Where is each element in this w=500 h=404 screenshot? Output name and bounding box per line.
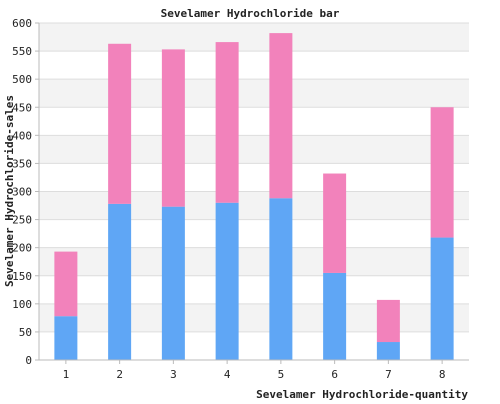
grid-band: [39, 163, 469, 192]
bar-segment-2: [215, 42, 239, 203]
x-tick-label: 4: [224, 368, 231, 381]
bar-segment-2: [376, 299, 400, 343]
y-tick-label: 150: [12, 270, 32, 283]
bar-segment-1: [269, 198, 293, 360]
bar-segment-2: [430, 107, 454, 238]
x-tick-label: 3: [170, 368, 177, 381]
bar-segment-1: [54, 316, 78, 360]
grid-band: [39, 219, 469, 248]
x-tick-label: 2: [116, 368, 123, 381]
y-tick-label: 550: [12, 45, 32, 58]
bar-segment-1: [215, 202, 239, 360]
bar-segment-1: [161, 206, 185, 360]
bar-segment-2: [269, 33, 293, 199]
grid-band: [39, 303, 469, 332]
y-tick-label: 600: [12, 17, 32, 30]
y-tick-label: 300: [12, 186, 32, 199]
x-tick-label: 5: [278, 368, 285, 381]
bar-segment-1: [323, 272, 347, 360]
y-tick-label: 50: [19, 326, 32, 339]
bar-segment-2: [323, 173, 347, 273]
x-axis-label: Sevelamer Hydrochloride-quantity: [256, 388, 468, 400]
y-tick-label: 450: [12, 101, 32, 114]
bar-segment-1: [108, 203, 132, 360]
grid-band: [39, 247, 469, 276]
grid-band: [39, 275, 469, 304]
x-tick-label: 7: [385, 368, 392, 381]
y-tick-label: 500: [12, 73, 32, 86]
y-tick-label: 350: [12, 157, 32, 170]
x-tick-labels: 1 2 3 4 5 6 7 8: [63, 360, 446, 381]
bar-segment-2: [54, 251, 78, 317]
x-tick-label: 1: [63, 368, 70, 381]
x-tick-label: 6: [331, 368, 338, 381]
grid-band: [39, 191, 469, 220]
y-tick-label: 200: [12, 242, 32, 255]
y-tick-label: 100: [12, 298, 32, 311]
y-tick-label: 0: [25, 354, 32, 367]
bar-segment-2: [161, 49, 185, 207]
bar-segment-2: [108, 43, 132, 204]
grid-band: [39, 135, 469, 164]
y-axis-label: Sevelamer Hydrochloride-sales: [3, 95, 16, 287]
bars: [54, 33, 454, 360]
y-tick-label: 250: [12, 214, 32, 227]
grid-band: [39, 107, 469, 136]
chart-title: Sevelamer Hydrochloride bar: [161, 7, 340, 20]
y-tick-label: 400: [12, 129, 32, 142]
grid-band: [39, 23, 469, 52]
grid-band: [39, 51, 469, 80]
x-tick-label: 8: [439, 368, 446, 381]
grid-band: [39, 331, 469, 360]
bar-segment-1: [376, 342, 400, 360]
bar-segment-1: [430, 237, 454, 360]
grid-band: [39, 79, 469, 108]
y-tick-labels: 0 50 100 150 200 250 300 350 400 450 500 550 600: [12, 17, 39, 367]
